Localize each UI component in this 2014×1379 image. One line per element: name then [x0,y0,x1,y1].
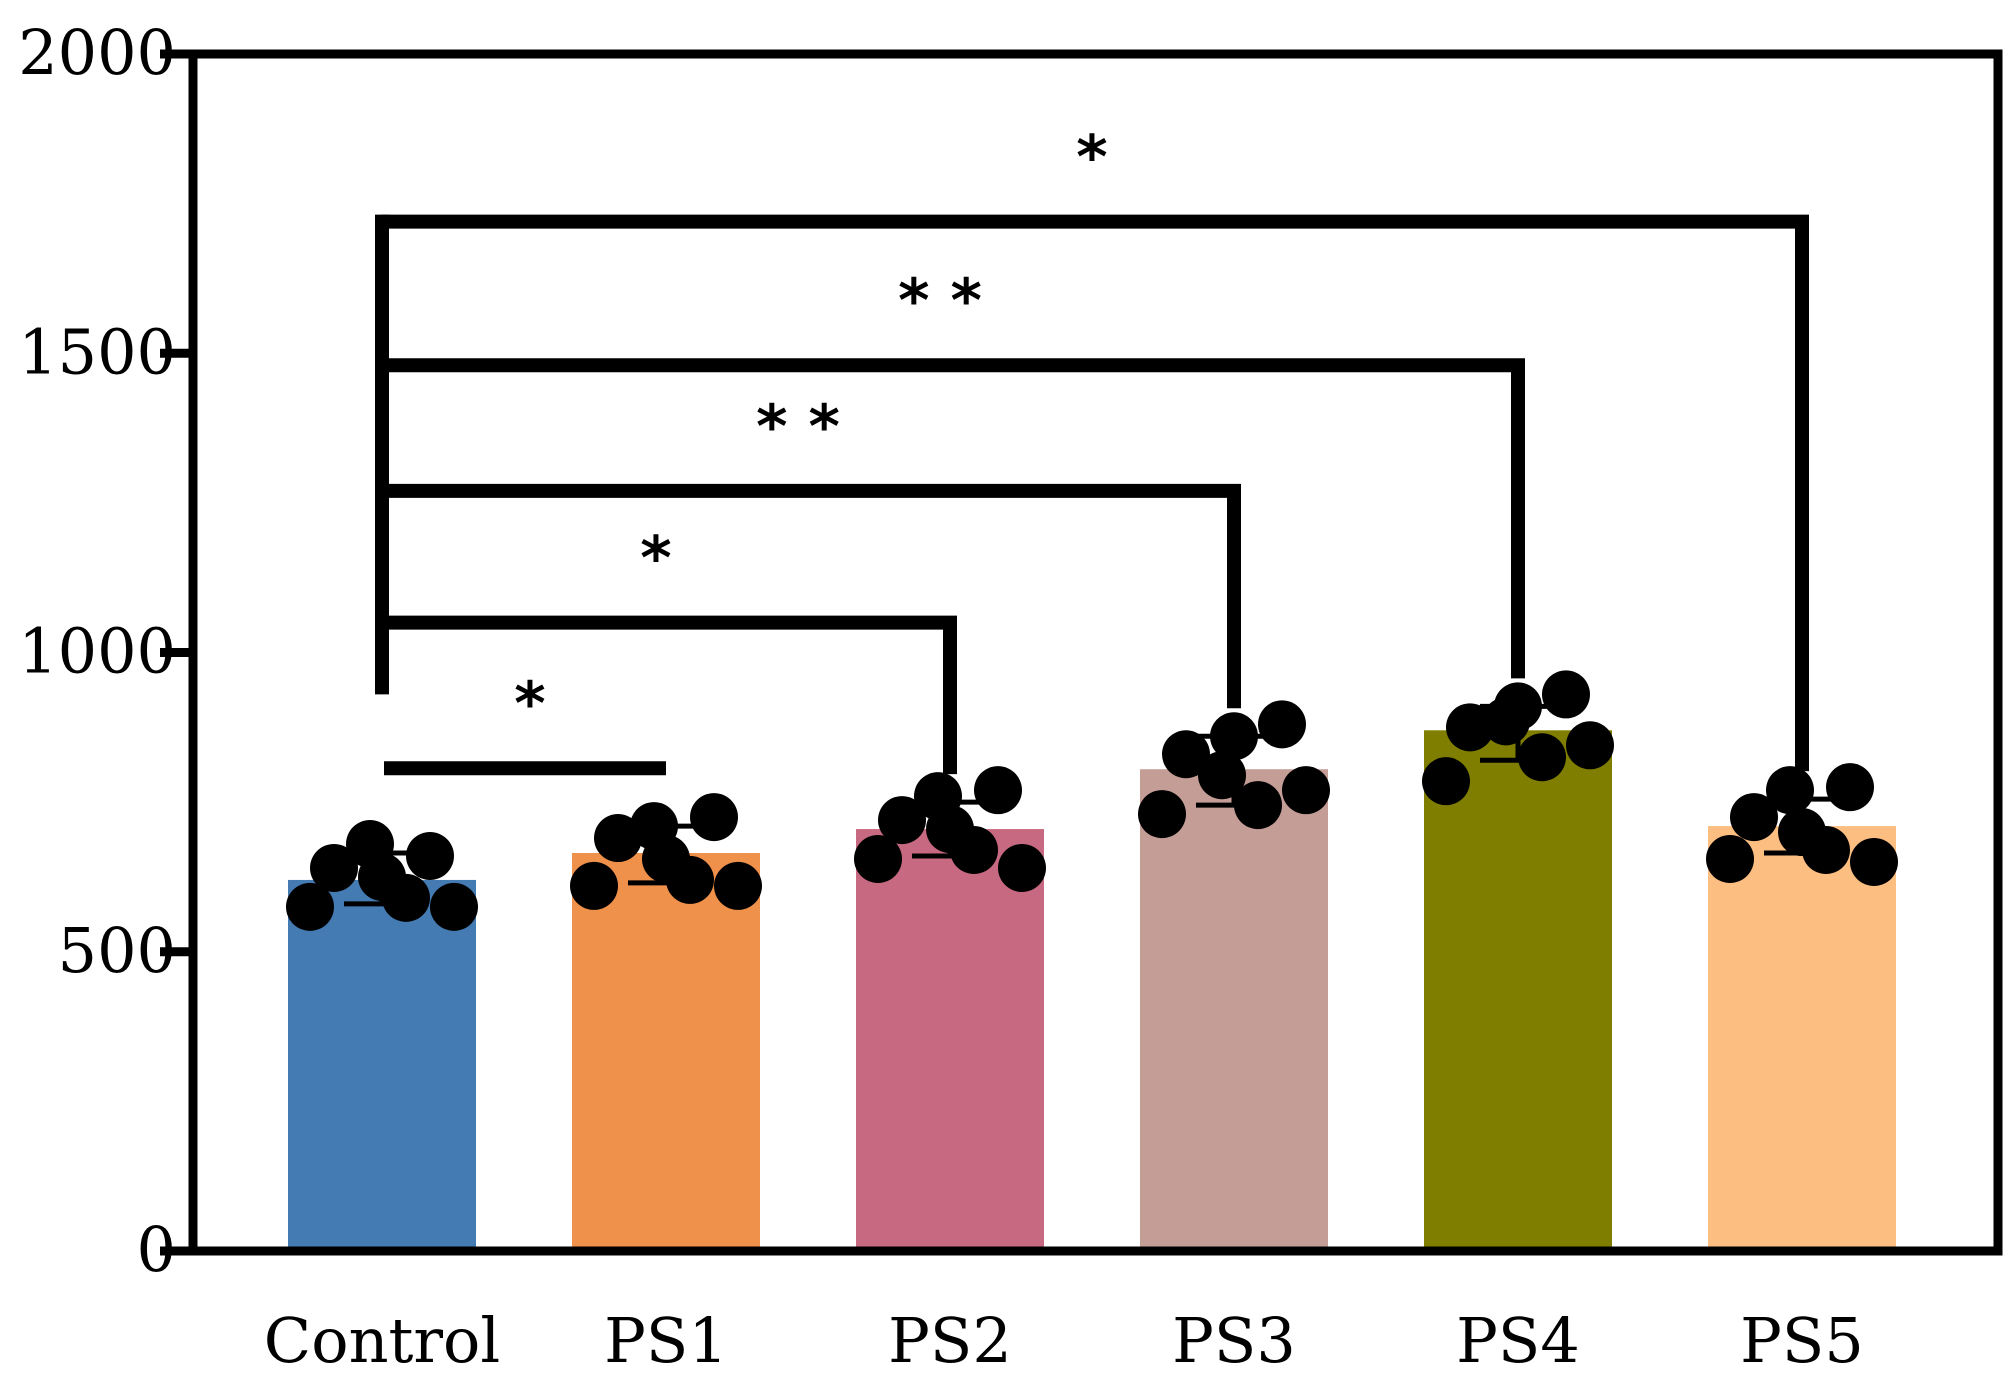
data-point [1566,721,1614,770]
data-point [1518,733,1566,782]
bar-ps5 [1708,826,1896,1251]
data-point [642,834,690,883]
data-point [358,852,406,901]
bar-ps1 [572,852,760,1251]
x-tick-label: PS2 [888,1304,1012,1377]
significance-bracket [382,615,957,775]
x-tick-label: PS1 [604,1304,728,1377]
data-point [594,814,642,863]
x-axis: Control PS1 PS2 PS3 PS4 PS5 [264,1304,1864,1377]
data-point [1282,766,1330,815]
data-point [854,834,902,883]
data-point [286,882,334,931]
data-point [1258,700,1306,749]
data-point [310,843,358,892]
x-tick-label: PS5 [1740,1304,1864,1377]
bar-ps4 [1424,730,1612,1251]
points-layer [286,670,1898,931]
data-point [1706,834,1754,883]
data-point [714,861,762,910]
y-tick-label: 0 [137,1213,176,1286]
significance-bracket [382,483,1241,709]
data-point [1766,766,1814,815]
data-point [690,793,738,842]
data-point [1850,837,1898,886]
data-point [1542,670,1590,719]
data-point [926,805,974,854]
significance-label: * [514,669,545,739]
data-point [974,766,1022,815]
bars-layer [288,730,1896,1251]
data-point [998,843,1046,892]
data-point [1138,790,1186,839]
significance-bracket [382,358,1525,679]
y-tick-label: 1000 [18,615,176,688]
data-point [1778,808,1826,857]
x-tick-label: Control [264,1304,500,1377]
data-point [430,882,478,931]
significance-layer: * * * * * * * [375,123,1809,776]
data-point [1494,682,1542,731]
data-point [1422,757,1470,806]
bar-ps2 [856,829,1044,1251]
data-point [1234,781,1282,830]
data-point [1162,730,1210,779]
significance-label: * * [756,392,840,462]
x-tick-label: PS4 [1456,1304,1580,1377]
data-point [1210,712,1258,761]
error-bars-layer [344,703,1840,907]
y-tick-label: 2000 [18,16,176,89]
significance-label: * * [898,266,982,336]
data-point [878,796,926,845]
bar-control [288,879,476,1251]
significance-bracket [382,214,1809,772]
y-axis: 0 500 1000 1500 2000 [18,16,193,1286]
y-tick-label: 1500 [18,315,176,388]
data-point [570,861,618,910]
data-point [1446,703,1494,752]
y-tick-label: 500 [58,914,176,987]
data-point [1730,793,1778,842]
data-point [1826,763,1874,812]
x-tick-label: PS3 [1172,1304,1296,1377]
significance-label: * [640,524,671,594]
data-point [406,831,454,880]
significance-label: * [1076,123,1107,193]
data-point [1198,751,1246,800]
bar-ps3 [1140,769,1328,1251]
